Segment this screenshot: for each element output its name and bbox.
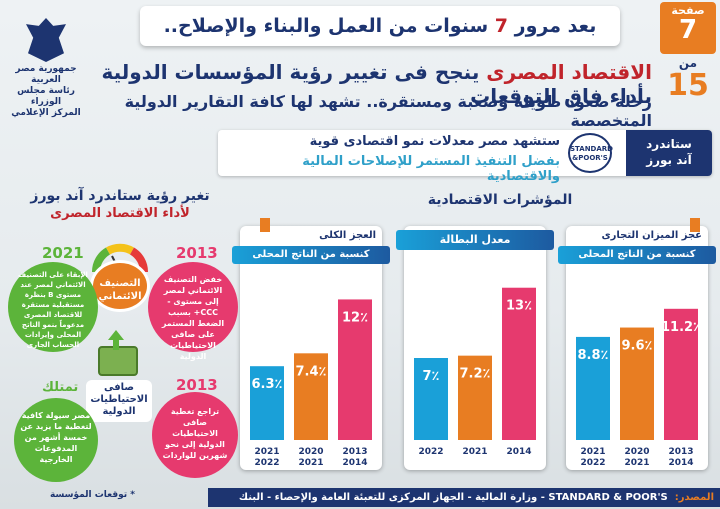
chart-title: العجز الكلى <box>319 230 376 241</box>
category-label: 2014 <box>342 458 367 468</box>
category-label: 2020 <box>298 447 323 457</box>
sp-tag-line: آند بورز <box>646 153 692 167</box>
bar-1 <box>458 355 492 440</box>
sources-bar: المصدر: STANDARD & POOR'S - وزارة المالي… <box>208 488 720 507</box>
chart-subtitle: كنسبة من الناتج المحلى الإجمالى <box>558 246 716 278</box>
category-label: 2021 <box>624 458 649 468</box>
of-label: من <box>678 56 698 70</box>
arrow-up-icon <box>108 330 124 350</box>
rating-subtitle: لأداء الاقتصاد المصرى <box>50 206 190 221</box>
chart-subtitle: كنسبة من الناتج المحلى الإجمالى <box>232 246 390 278</box>
year-2013-rating: 2013 <box>176 244 218 262</box>
sp-line-2: بفضل التنفيذ المستمر للإصلاحات المالية و… <box>302 154 560 184</box>
category-label: 2020 <box>624 447 649 457</box>
year-2013-reserves: 2013 <box>176 376 218 394</box>
bar-2 <box>250 366 284 440</box>
category-label: 2021 <box>462 447 487 457</box>
category-label: 2021 <box>254 447 279 457</box>
bar-2 <box>576 336 610 440</box>
category-label: 2014 <box>506 447 531 457</box>
logo-line: رئاسة مجلس الوزراء <box>17 86 75 107</box>
flag-icon <box>690 218 700 232</box>
sp-logo-line: &POOR'S <box>572 154 608 162</box>
data-label: 7.2٪ <box>460 367 491 382</box>
money-icon <box>98 346 138 376</box>
chart-total-deficit: العجز الكلى كنسبة من الناتج المحلى الإجم… <box>232 218 390 470</box>
forecast-note: * توقعات المؤسسة <box>50 490 135 500</box>
rating-title: تغير رؤية ستاندرد آند بورز <box>30 188 210 204</box>
bar-1 <box>294 353 328 440</box>
chart-title: معدل البطالة <box>396 230 554 250</box>
category-label: 2013 <box>668 447 693 457</box>
rating-2021-text: الإبقاء على التصنيف الائتماني لمصر عند م… <box>8 262 98 352</box>
reserves-2013-text: تراجع تغطية صافى الاحتياطيات الدولية إلى… <box>152 392 238 478</box>
sp-strip: ستاندرد آند بورز STANDARD &POOR'S ستشهد … <box>218 130 712 184</box>
category-label: 2021 <box>298 458 323 468</box>
bar-0 <box>338 299 372 440</box>
indicators-title: المؤشرات الاقتصادية <box>427 192 573 208</box>
sp-line-1: ستشهد مصر معدلات نمو اقتصادى قوية <box>309 134 560 149</box>
source-list: STANDARD & POOR'S - وزارة المالية - الجه… <box>238 492 668 503</box>
rating-gauge-label: التصنيف الائتماني <box>90 260 150 312</box>
data-label: 7٪ <box>423 369 440 384</box>
logo-line: جمهورية مصر العربية <box>15 64 77 85</box>
bar-0 <box>664 308 698 440</box>
category-label: 2013 <box>342 447 367 457</box>
source-label: المصدر: <box>674 492 714 503</box>
bar-0 <box>502 287 536 440</box>
headline-red: الاقتصاد المصرى <box>486 60 652 84</box>
sp-logo: STANDARD &POOR'S <box>568 133 613 173</box>
chart-trade-deficit: عجز الميزان التجارى كنسبة من الناتج المح… <box>558 218 716 470</box>
data-label: 8.8٪ <box>578 348 609 363</box>
page-number-box: صفحة 7 <box>660 2 716 54</box>
data-label: 13٪ <box>506 299 532 314</box>
banner-num: 7 <box>494 15 509 37</box>
flag-icon <box>260 218 270 232</box>
sp-logo-line: STANDARD <box>570 145 613 153</box>
reserves-now-heading: تمتلك <box>42 380 79 395</box>
bar-2 <box>414 358 448 440</box>
sp-tag-line: ستاندرد <box>646 137 692 151</box>
sp-tag: ستاندرد آند بورز <box>626 130 712 176</box>
top-banner: بعد مرور 7 سنوات من العمل والبناء والإصل… <box>140 6 620 46</box>
bar-1 <box>620 327 654 440</box>
category-label: 2022 <box>418 447 443 457</box>
cabinet-logo: جمهورية مصر العربية رئاسة مجلس الوزراء ا… <box>8 18 84 118</box>
data-label: 6.3٪ <box>252 377 283 392</box>
chart-title: عجز الميزان التجارى <box>601 230 702 241</box>
subheadline: رحلة صعود طويلة وصعبة ومستقرة.. تشهد لها… <box>124 92 652 130</box>
logo-line: المركز الإعلامي <box>11 108 81 118</box>
headline-rest: ينجح فى تغيير رؤية المؤسسات الدولية بأدا… <box>101 60 652 108</box>
data-label: 7.4٪ <box>296 364 327 379</box>
chart-unemployment: معدل البطالة 13٪ 2014 7.2٪ 2021 7٪ 2022 <box>396 226 554 470</box>
total-pages-box: من 15 <box>660 56 716 110</box>
chart-svg: 13٪ 2014 7.2٪ 2021 7٪ 2022 <box>414 287 536 457</box>
category-label: 2022 <box>580 458 605 468</box>
data-label: 9.6٪ <box>622 339 653 354</box>
category-label: 2021 <box>580 447 605 457</box>
reserves-now-text: مصر سيولة كافية لتغطية ما يزيد عن خمسة أ… <box>14 398 98 482</box>
data-label: 12٪ <box>342 310 368 325</box>
rating-2013-text: خفض التصنيف الائتماني لمصر إلى مستوى -CC… <box>148 262 238 361</box>
page-title: الاقتصاد المصرى ينجح فى تغيير رؤية المؤس… <box>92 60 652 108</box>
total-pages: 15 <box>667 68 709 103</box>
category-label: 2014 <box>668 458 693 468</box>
banner-suffix: سنوات من العمل والبناء والإصلاح.. <box>163 15 489 37</box>
banner-prefix: بعد مرور <box>514 15 597 37</box>
data-label: 11.2٪ <box>661 320 701 335</box>
category-label: 2022 <box>254 458 279 468</box>
page-number: 7 <box>678 15 698 45</box>
page-label: صفحة <box>671 4 705 17</box>
year-2021-rating: 2021 <box>42 244 84 262</box>
reserves-label: صافى الاحتياطيات الدولية <box>86 380 152 422</box>
eagle-icon <box>26 18 66 62</box>
